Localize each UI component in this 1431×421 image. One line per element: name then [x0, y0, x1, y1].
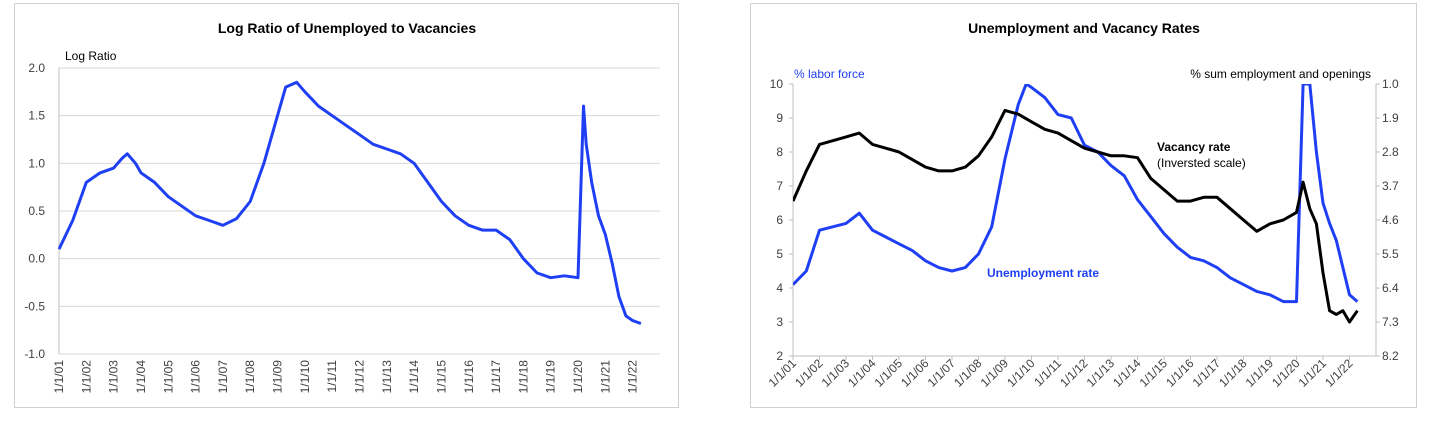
x-tick-label: 1/1/09	[271, 360, 285, 394]
x-tick-label: 1/1/20	[571, 360, 585, 394]
x-tick-label: 1/1/17	[489, 360, 503, 394]
y-tick-label-right: 6.4	[1382, 281, 1399, 295]
x-tick-label: 1/1/04	[134, 360, 148, 394]
x-tick-label: 1/1/08	[243, 360, 257, 394]
y-tick-label-left: 3	[776, 315, 783, 329]
x-tick-label: 1/1/03	[819, 356, 853, 390]
x-tick-label: 1/1/10	[298, 360, 312, 394]
y-tick-label: 0.0	[28, 252, 45, 266]
y-tick-label: 0.5	[28, 204, 45, 218]
x-tick-label: 1/1/09	[978, 356, 1012, 390]
x-tick-label: 1/1/18	[516, 360, 530, 394]
x-tick-label: 1/1/21	[598, 360, 612, 394]
x-tick-label: 1/1/19	[544, 360, 558, 394]
unemployment-vacancy-chart: Unemployment and Vacancy Rates % labor f…	[766, 20, 1399, 390]
y-tick-label-right: 1.9	[1382, 111, 1399, 125]
y-tick-label: -0.5	[24, 299, 45, 313]
x-tick-label: 1/1/07	[925, 356, 959, 390]
x-tick-label: 1/1/06	[189, 360, 203, 394]
x-tick-label: 1/1/13	[380, 360, 394, 394]
y-tick-label-right: 1.0	[1382, 77, 1399, 91]
series-line-unemployment-rate	[793, 84, 1359, 304]
x-tick-label: 1/1/11	[325, 360, 339, 393]
y-tick-label-right: 2.8	[1382, 145, 1399, 159]
y-tick-label-left: 4	[776, 281, 783, 295]
x-tick-label: 1/1/11	[1031, 356, 1064, 389]
x-tick-label: 1/1/22	[1322, 356, 1356, 390]
y-tick-label-left: 10	[770, 77, 784, 91]
series-line-log-ratio	[57, 80, 642, 325]
x-tick-label: 1/1/16	[1163, 356, 1197, 390]
annotation-unemployment-rate: Unemployment rate	[987, 266, 1099, 280]
y-tick-label-right: 3.7	[1382, 179, 1399, 193]
y-axis-label-right: % sum employment and openings	[1190, 67, 1371, 81]
x-tick-label: 1/1/02	[792, 356, 826, 390]
y-tick-label: 1.5	[28, 109, 45, 123]
x-tick-label: 1/1/14	[407, 360, 421, 394]
annotation-vacancy-rate: Vacancy rate	[1157, 140, 1231, 154]
y-tick-label-right: 8.2	[1382, 349, 1399, 363]
x-tick-label: 1/1/16	[462, 360, 476, 394]
y-tick-label-right: 7.3	[1382, 315, 1399, 329]
x-tick-label: 1/1/14	[1110, 356, 1144, 390]
x-tick-label: 1/1/10	[1004, 356, 1038, 390]
y-tick-label-left: 5	[776, 247, 783, 261]
chart-title: Unemployment and Vacancy Rates	[968, 20, 1200, 36]
y-tick-label-right: 4.6	[1382, 213, 1399, 227]
y-tick-label-left: 6	[776, 213, 783, 227]
annotation-inverted-scale: (Inversted scale)	[1157, 156, 1246, 170]
log-ratio-chart: Log Ratio of Unemployed to Vacancies Log…	[24, 20, 660, 394]
y-tick-label-right: 5.5	[1382, 247, 1399, 261]
x-tick-label: 1/1/20	[1269, 356, 1303, 390]
y-tick-label-left: 9	[776, 111, 783, 125]
unemployment-vacancy-chart-panel: Unemployment and Vacancy Rates % labor f…	[750, 3, 1417, 408]
x-tick-label: 1/1/05	[161, 360, 175, 394]
series-line-vacancy-rate	[793, 108, 1359, 324]
y-axis-label-left: % labor force	[794, 67, 865, 81]
y-axis-label: Log Ratio	[65, 49, 117, 63]
x-tick-label: 1/1/19	[1243, 356, 1277, 390]
x-tick-label: 1/1/12	[353, 360, 367, 394]
x-tick-label: 1/1/13	[1084, 356, 1118, 390]
x-tick-label: 1/1/18	[1216, 356, 1250, 390]
x-tick-label: 1/1/08	[951, 356, 985, 390]
x-tick-label: 1/1/17	[1190, 356, 1224, 390]
x-tick-label: 1/1/01	[52, 360, 66, 394]
y-tick-label: -1.0	[24, 347, 45, 361]
log-ratio-chart-panel: Log Ratio of Unemployed to Vacancies Log…	[14, 3, 679, 408]
y-tick-label-left: 7	[776, 179, 783, 193]
x-tick-label: 1/1/06	[898, 356, 932, 390]
y-tick-label: 1.0	[28, 156, 45, 170]
x-tick-label: 1/1/12	[1057, 356, 1091, 390]
chart-title: Log Ratio of Unemployed to Vacancies	[218, 20, 476, 36]
x-tick-label: 1/1/07	[216, 360, 230, 394]
x-tick-label: 1/1/15	[434, 360, 448, 394]
x-tick-label: 1/1/04	[845, 356, 879, 390]
x-tick-label: 1/1/22	[626, 360, 640, 394]
x-tick-label: 1/1/03	[107, 360, 121, 394]
x-tick-label: 1/1/05	[872, 356, 906, 390]
x-tick-label: 1/1/15	[1137, 356, 1171, 390]
y-tick-label-left: 2	[776, 349, 783, 363]
y-tick-label: 2.0	[28, 61, 45, 75]
y-tick-label-left: 8	[776, 145, 783, 159]
x-tick-label: 1/1/21	[1296, 356, 1330, 390]
x-tick-label: 1/1/02	[79, 360, 93, 394]
